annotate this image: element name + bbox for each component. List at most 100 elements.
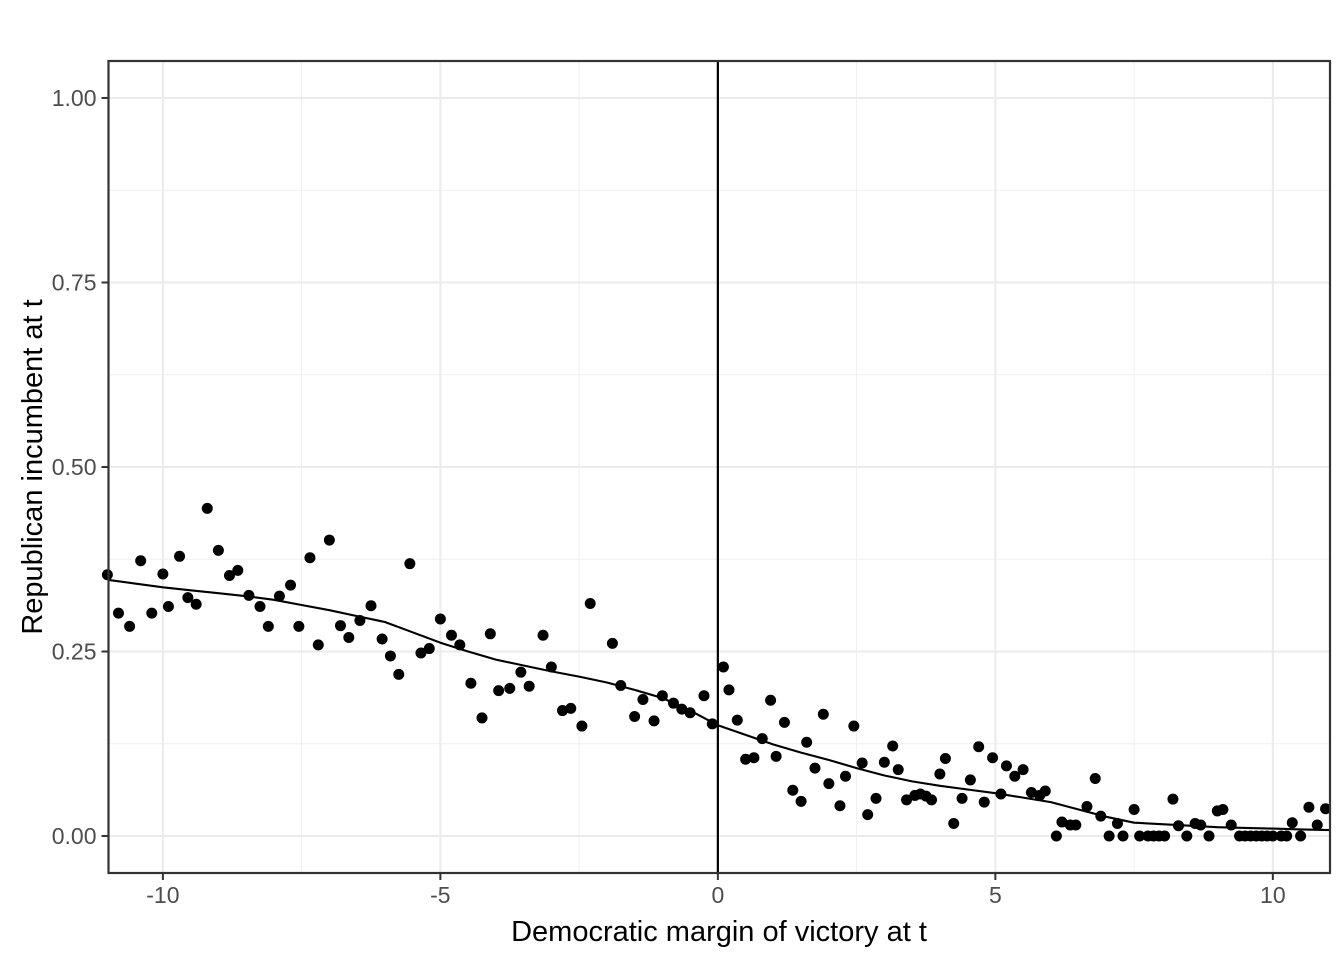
data-point — [1225, 819, 1237, 831]
y-tick-label: 0.00 — [52, 823, 97, 849]
data-point — [934, 768, 946, 780]
y-axis-tick-labels: 0.00 0.25 0.50 0.75 1.00 — [52, 85, 97, 849]
data-point — [135, 555, 147, 567]
data-point — [801, 736, 813, 748]
data-point — [537, 629, 549, 641]
y-axis-title: Republican incumbent at t — [17, 299, 49, 634]
data-point — [1070, 819, 1082, 831]
data-point — [1181, 830, 1193, 842]
x-tick-label: -10 — [146, 882, 179, 908]
data-point — [840, 770, 852, 782]
data-point — [1167, 793, 1179, 805]
x-tick-label: 10 — [1260, 882, 1286, 908]
data-point — [1089, 772, 1101, 784]
data-point — [1039, 785, 1051, 797]
x-tick-label: 0 — [711, 882, 724, 908]
data-point — [795, 795, 807, 807]
data-point — [312, 639, 324, 651]
data-point — [878, 756, 890, 768]
data-point — [174, 550, 186, 562]
data-point — [1117, 830, 1129, 842]
data-point — [629, 710, 641, 722]
data-point — [190, 598, 202, 610]
data-point — [1134, 830, 1146, 842]
data-point — [964, 774, 976, 786]
data-point — [834, 800, 846, 812]
data-point — [504, 682, 516, 694]
data-point — [293, 620, 305, 632]
data-point — [856, 757, 868, 769]
data-point — [901, 794, 913, 806]
data-point — [243, 589, 255, 601]
data-point — [637, 693, 649, 705]
data-point — [1056, 816, 1068, 828]
scatter-points — [101, 502, 1332, 842]
data-point — [870, 792, 882, 804]
data-point — [926, 794, 938, 806]
data-point — [1000, 760, 1012, 772]
data-point — [484, 628, 496, 640]
data-point — [1009, 770, 1021, 782]
data-point — [892, 764, 904, 776]
data-point — [584, 598, 596, 610]
data-point — [515, 666, 527, 678]
data-point — [445, 629, 457, 641]
data-point — [978, 796, 990, 808]
data-point — [323, 534, 335, 546]
data-point — [112, 607, 124, 619]
data-point — [212, 544, 224, 556]
x-tick-label: -5 — [430, 882, 450, 908]
y-tick-label: 0.50 — [52, 454, 97, 480]
data-point — [476, 712, 488, 724]
data-point — [384, 650, 396, 662]
data-point — [1281, 830, 1293, 842]
data-point — [232, 564, 244, 576]
data-point — [787, 784, 799, 796]
data-point — [493, 685, 505, 697]
data-point — [887, 740, 899, 752]
data-point — [973, 741, 985, 753]
data-point — [1267, 830, 1279, 842]
data-point — [1286, 817, 1298, 829]
data-point — [823, 778, 835, 790]
x-axis-title: Democratic margin of victory at t — [511, 916, 927, 948]
data-point — [748, 752, 760, 764]
data-point — [576, 720, 588, 732]
data-point — [565, 702, 577, 714]
data-point — [465, 677, 477, 689]
data-point — [817, 708, 829, 720]
data-point — [723, 684, 735, 696]
data-point — [556, 705, 568, 717]
data-point — [1320, 803, 1332, 815]
data-point — [182, 592, 194, 604]
data-point — [343, 631, 355, 643]
data-point — [1050, 830, 1062, 842]
y-tick-label: 0.25 — [52, 639, 97, 665]
data-point — [765, 694, 777, 706]
data-point — [1295, 830, 1307, 842]
data-point — [862, 809, 874, 821]
x-tick-label: 5 — [989, 882, 1002, 908]
data-point — [376, 633, 388, 645]
data-point — [698, 690, 710, 702]
data-point — [606, 637, 618, 649]
data-point — [770, 750, 782, 762]
data-point — [717, 661, 729, 673]
data-point — [304, 552, 316, 564]
data-point — [1303, 801, 1315, 813]
data-point — [939, 753, 951, 765]
data-point — [1103, 830, 1115, 842]
data-point — [1195, 819, 1207, 831]
data-point — [334, 620, 346, 632]
data-point — [948, 817, 960, 829]
data-point — [1217, 803, 1229, 815]
data-point — [523, 680, 535, 692]
data-point — [415, 647, 427, 659]
data-point — [434, 613, 446, 625]
data-point — [223, 569, 235, 581]
data-point — [778, 716, 790, 728]
data-point — [1159, 830, 1171, 842]
data-point — [648, 715, 660, 727]
data-point — [162, 600, 174, 612]
